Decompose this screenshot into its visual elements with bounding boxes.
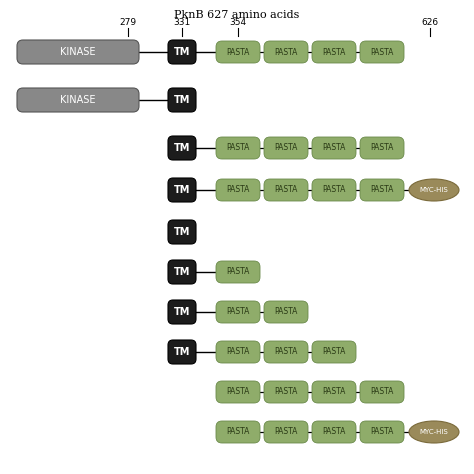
FancyBboxPatch shape xyxy=(264,41,308,63)
FancyBboxPatch shape xyxy=(264,421,308,443)
FancyBboxPatch shape xyxy=(264,179,308,201)
FancyBboxPatch shape xyxy=(312,381,356,403)
Text: PknB 627 amino acids: PknB 627 amino acids xyxy=(174,10,300,20)
Text: PASTA: PASTA xyxy=(274,47,298,56)
Text: TM: TM xyxy=(174,185,190,195)
Text: MYC-HIS: MYC-HIS xyxy=(419,187,448,193)
Text: KINASE: KINASE xyxy=(60,95,96,105)
FancyBboxPatch shape xyxy=(216,41,260,63)
Text: PASTA: PASTA xyxy=(274,388,298,396)
Text: PASTA: PASTA xyxy=(226,428,250,437)
FancyBboxPatch shape xyxy=(216,261,260,283)
Text: PASTA: PASTA xyxy=(226,185,250,194)
FancyBboxPatch shape xyxy=(360,137,404,159)
Text: PASTA: PASTA xyxy=(274,308,298,317)
Text: TM: TM xyxy=(174,95,190,105)
FancyBboxPatch shape xyxy=(168,300,196,324)
Text: TM: TM xyxy=(174,47,190,57)
Text: PASTA: PASTA xyxy=(226,267,250,276)
FancyBboxPatch shape xyxy=(216,179,260,201)
Ellipse shape xyxy=(409,421,459,443)
Text: PASTA: PASTA xyxy=(322,47,346,56)
FancyBboxPatch shape xyxy=(264,301,308,323)
FancyBboxPatch shape xyxy=(216,381,260,403)
FancyBboxPatch shape xyxy=(312,179,356,201)
FancyBboxPatch shape xyxy=(264,341,308,363)
Text: PASTA: PASTA xyxy=(226,47,250,56)
FancyBboxPatch shape xyxy=(168,40,196,64)
Text: PASTA: PASTA xyxy=(322,144,346,153)
Text: TM: TM xyxy=(174,267,190,277)
FancyBboxPatch shape xyxy=(168,136,196,160)
FancyBboxPatch shape xyxy=(312,137,356,159)
Text: PASTA: PASTA xyxy=(226,347,250,356)
Text: PASTA: PASTA xyxy=(226,388,250,396)
Text: 279: 279 xyxy=(119,18,137,27)
Text: PASTA: PASTA xyxy=(370,388,394,396)
FancyBboxPatch shape xyxy=(216,341,260,363)
Text: PASTA: PASTA xyxy=(322,428,346,437)
Text: TM: TM xyxy=(174,143,190,153)
Text: TM: TM xyxy=(174,227,190,237)
FancyBboxPatch shape xyxy=(360,381,404,403)
FancyBboxPatch shape xyxy=(17,40,139,64)
Text: PASTA: PASTA xyxy=(274,185,298,194)
FancyBboxPatch shape xyxy=(360,421,404,443)
Text: PASTA: PASTA xyxy=(370,185,394,194)
FancyBboxPatch shape xyxy=(168,88,196,112)
FancyBboxPatch shape xyxy=(168,340,196,364)
FancyBboxPatch shape xyxy=(216,421,260,443)
Text: PASTA: PASTA xyxy=(322,388,346,396)
FancyBboxPatch shape xyxy=(312,421,356,443)
FancyBboxPatch shape xyxy=(312,341,356,363)
FancyBboxPatch shape xyxy=(216,301,260,323)
Text: 626: 626 xyxy=(421,18,438,27)
Text: PASTA: PASTA xyxy=(322,185,346,194)
Text: PASTA: PASTA xyxy=(322,347,346,356)
Text: PASTA: PASTA xyxy=(274,144,298,153)
Text: PASTA: PASTA xyxy=(370,428,394,437)
FancyBboxPatch shape xyxy=(216,137,260,159)
Text: MYC-HIS: MYC-HIS xyxy=(419,429,448,435)
Text: PASTA: PASTA xyxy=(370,144,394,153)
Text: TM: TM xyxy=(174,307,190,317)
FancyBboxPatch shape xyxy=(264,381,308,403)
Text: PASTA: PASTA xyxy=(370,47,394,56)
Text: PASTA: PASTA xyxy=(226,308,250,317)
Ellipse shape xyxy=(409,179,459,201)
Text: PASTA: PASTA xyxy=(226,144,250,153)
Text: TM: TM xyxy=(174,347,190,357)
Text: PASTA: PASTA xyxy=(274,347,298,356)
Text: 354: 354 xyxy=(229,18,246,27)
FancyBboxPatch shape xyxy=(264,137,308,159)
Text: PASTA: PASTA xyxy=(274,428,298,437)
FancyBboxPatch shape xyxy=(312,41,356,63)
Text: 331: 331 xyxy=(173,18,191,27)
FancyBboxPatch shape xyxy=(168,260,196,284)
FancyBboxPatch shape xyxy=(360,179,404,201)
FancyBboxPatch shape xyxy=(168,220,196,244)
FancyBboxPatch shape xyxy=(360,41,404,63)
FancyBboxPatch shape xyxy=(168,178,196,202)
FancyBboxPatch shape xyxy=(17,88,139,112)
Text: KINASE: KINASE xyxy=(60,47,96,57)
